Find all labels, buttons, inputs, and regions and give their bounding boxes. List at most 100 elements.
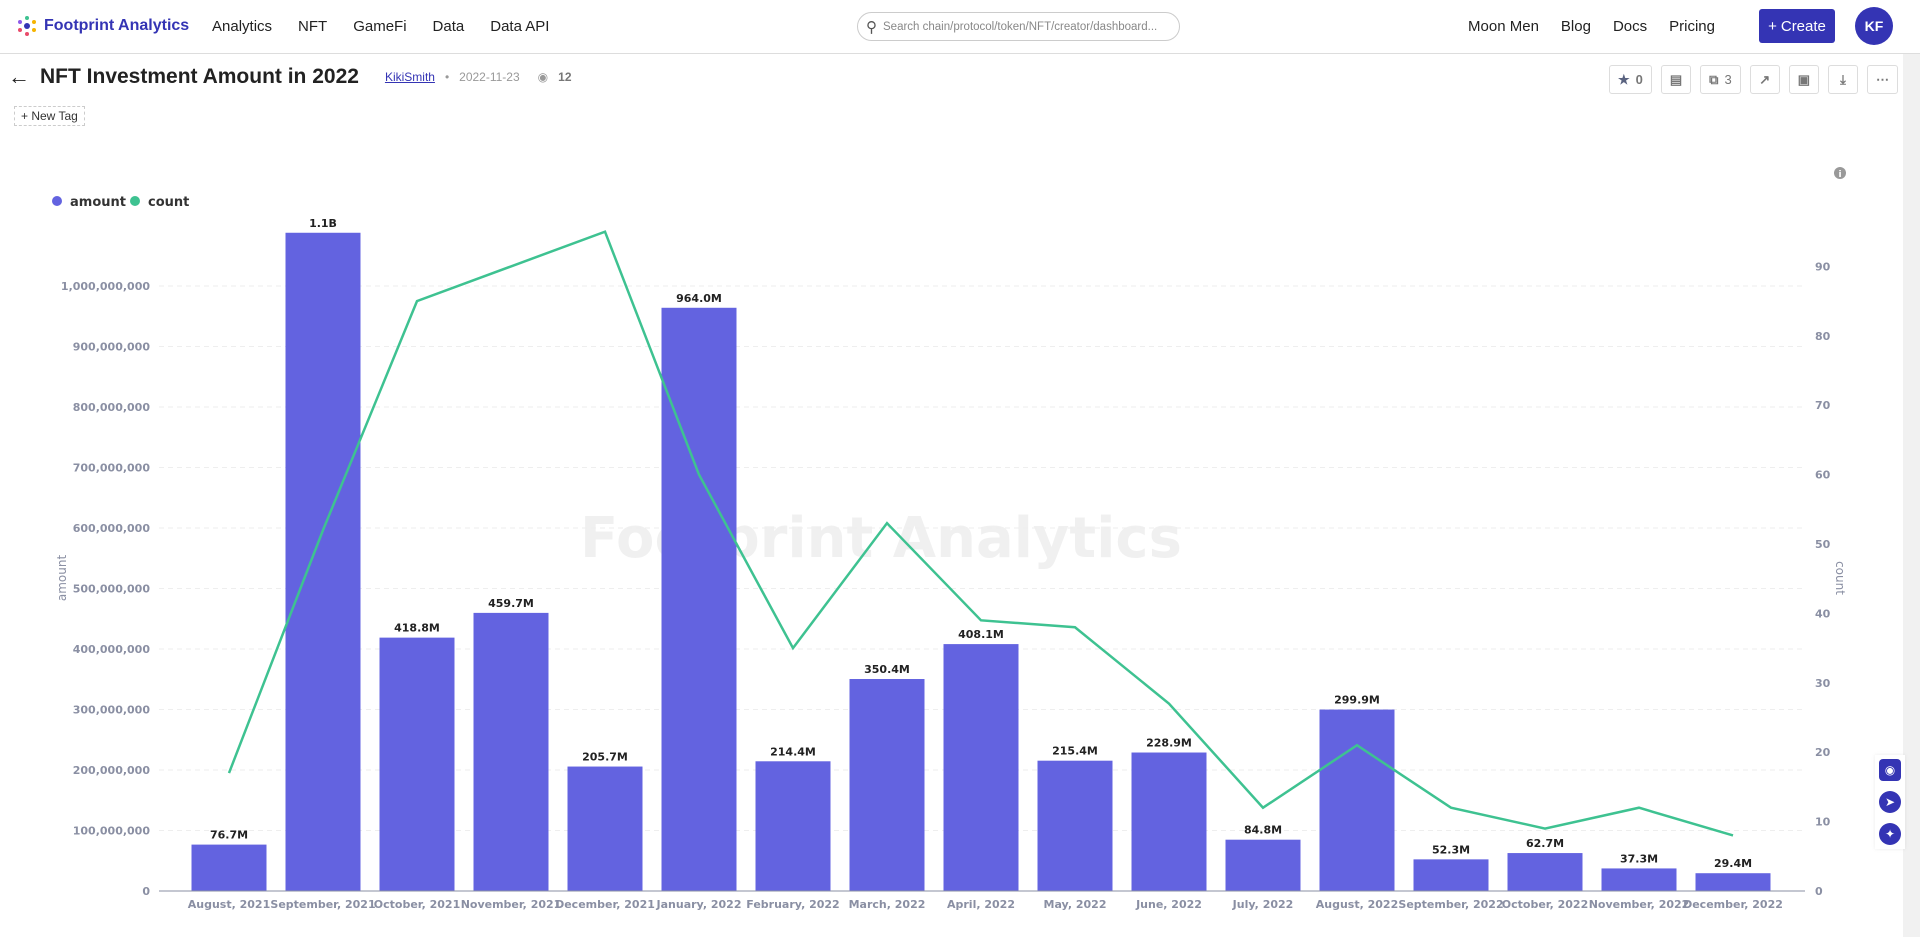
legend-amount[interactable]: amount: [70, 195, 126, 210]
y-axis-right-label: count: [1833, 561, 1847, 595]
query-button[interactable]: ▤: [1660, 65, 1692, 94]
nav-pricing[interactable]: Pricing: [1669, 18, 1715, 35]
copy-count: 3: [1724, 72, 1732, 87]
x-tick-label: October, 2021: [374, 898, 460, 911]
created-date: 2022-11-23: [459, 70, 520, 84]
download-button[interactable]: ⤓: [1828, 65, 1858, 94]
page-title: NFT Investment Amount in 2022: [40, 65, 359, 88]
bar: [849, 679, 925, 891]
twitter-icon[interactable]: ✦: [1879, 823, 1901, 845]
y-right-tick-label: 40: [1815, 607, 1831, 620]
y-left-tick-label: 800,000,000: [73, 401, 151, 414]
x-tick-label: July, 2022: [1232, 898, 1294, 911]
search-placeholder: Search chain/protocol/token/NFT/creator/…: [883, 20, 1158, 33]
open-external-button[interactable]: ↗: [1749, 65, 1780, 94]
bar: [661, 307, 737, 891]
bar: [1507, 853, 1583, 891]
nav-moon-men[interactable]: Moon Men: [1468, 18, 1539, 35]
nav-gamefi[interactable]: GameFi: [353, 18, 407, 35]
bar-data-label: 1.1B: [309, 217, 337, 230]
nav-blog[interactable]: Blog: [1560, 18, 1591, 35]
bar-data-label: 299.9M: [1334, 694, 1380, 707]
bar: [1319, 709, 1395, 891]
search-icon: ⚲: [866, 18, 877, 36]
x-tick-label: September, 2021: [270, 898, 375, 911]
discord-icon[interactable]: ◉: [1879, 759, 1901, 781]
y-left-tick-label: 500,000,000: [73, 583, 151, 596]
bar: [191, 844, 267, 891]
bar: [1601, 868, 1677, 891]
favorite-button[interactable]: ★ 0: [1608, 65, 1652, 94]
view-count: 12: [558, 70, 572, 84]
bar: [1131, 752, 1207, 891]
author-link[interactable]: KikiSmith: [384, 70, 435, 84]
nav-data[interactable]: Data: [432, 18, 465, 35]
bar: [379, 637, 455, 891]
external-link-icon: ↗: [1759, 71, 1771, 87]
bar: [1413, 859, 1489, 891]
bar: [1037, 760, 1113, 891]
nav-nft[interactable]: NFT: [298, 18, 328, 35]
y-left-tick-label: 0: [142, 885, 150, 898]
scrollbar[interactable]: [1903, 54, 1920, 937]
more-icon: ⋯: [1876, 71, 1889, 87]
telegram-icon[interactable]: ➤: [1879, 791, 1901, 813]
bar-data-label: 418.8M: [394, 622, 440, 635]
copy-icon: ⧉: [1709, 71, 1719, 87]
bar-data-label: 215.4M: [1052, 745, 1098, 758]
y-right-tick-label: 60: [1815, 469, 1831, 482]
bar-data-label: 29.4M: [1714, 857, 1752, 870]
logo-text: Footprint Analytics: [44, 17, 190, 34]
y-left-tick-label: 900,000,000: [73, 341, 151, 354]
bar: [1695, 873, 1771, 891]
bar: [567, 766, 643, 891]
svg-text:i: i: [1838, 170, 1841, 180]
search-input[interactable]: ⚲ Search chain/protocol/token/NFT/creato…: [857, 12, 1180, 41]
legend-count[interactable]: count: [148, 195, 189, 210]
copy-button[interactable]: ⧉ 3: [1700, 65, 1741, 94]
y-right-tick-label: 30: [1815, 677, 1831, 690]
bar-data-label: 459.7M: [488, 597, 534, 610]
download-icon: ⤓: [1840, 71, 1846, 87]
logo[interactable]: Footprint Analytics: [16, 15, 189, 37]
create-button[interactable]: + Create: [1759, 9, 1835, 43]
x-tick-label: December, 2021: [555, 898, 655, 911]
new-tag-label: New Tag: [31, 109, 78, 123]
bar-data-label: 205.7M: [582, 751, 628, 764]
screenshot-button[interactable]: ▣: [1788, 65, 1819, 94]
x-tick-label: June, 2022: [1135, 898, 1202, 911]
bar-data-label: 228.9M: [1146, 737, 1192, 750]
star-icon: ★: [1617, 71, 1630, 87]
avatar[interactable]: KF: [1855, 7, 1893, 45]
nav-analytics[interactable]: Analytics: [212, 18, 273, 35]
bar-data-label: 408.1M: [958, 628, 1004, 641]
star-count: 0: [1635, 72, 1643, 87]
y-right-tick-label: 90: [1815, 260, 1831, 273]
plus-icon: +: [21, 109, 32, 123]
nav-docs[interactable]: Docs: [1612, 18, 1648, 35]
x-tick-label: December, 2022: [1683, 898, 1783, 911]
y-left-tick-label: 400,000,000: [73, 643, 151, 656]
social-links: ◉ ➤ ✦: [1875, 755, 1905, 849]
info-icon[interactable]: i: [1834, 167, 1846, 180]
x-tick-label: May, 2022: [1044, 898, 1107, 911]
table-icon: ▤: [1669, 71, 1683, 87]
bar: [473, 612, 549, 891]
y-right-tick-label: 10: [1815, 816, 1831, 829]
y-axis-left-label: amount: [55, 555, 69, 602]
y-left-tick-label: 100,000,000: [73, 825, 151, 838]
x-tick-label: November, 2021: [461, 898, 562, 911]
back-arrow-icon[interactable]: ←: [8, 64, 30, 89]
legend-amount-dot: [52, 196, 62, 206]
y-left-tick-label: 300,000,000: [73, 704, 151, 717]
more-button[interactable]: ⋯: [1867, 65, 1898, 94]
y-right-tick-label: 80: [1815, 330, 1831, 343]
y-left-tick-label: 200,000,000: [73, 764, 151, 777]
bar-data-label: 84.8M: [1244, 824, 1282, 837]
eye-icon: ◉: [537, 70, 549, 84]
logo-icon: [18, 16, 36, 36]
nav-data-api[interactable]: Data API: [490, 18, 550, 35]
bar-data-label: 62.7M: [1526, 837, 1564, 850]
x-tick-label: April, 2022: [947, 898, 1015, 911]
new-tag-button[interactable]: + New Tag: [14, 106, 85, 126]
